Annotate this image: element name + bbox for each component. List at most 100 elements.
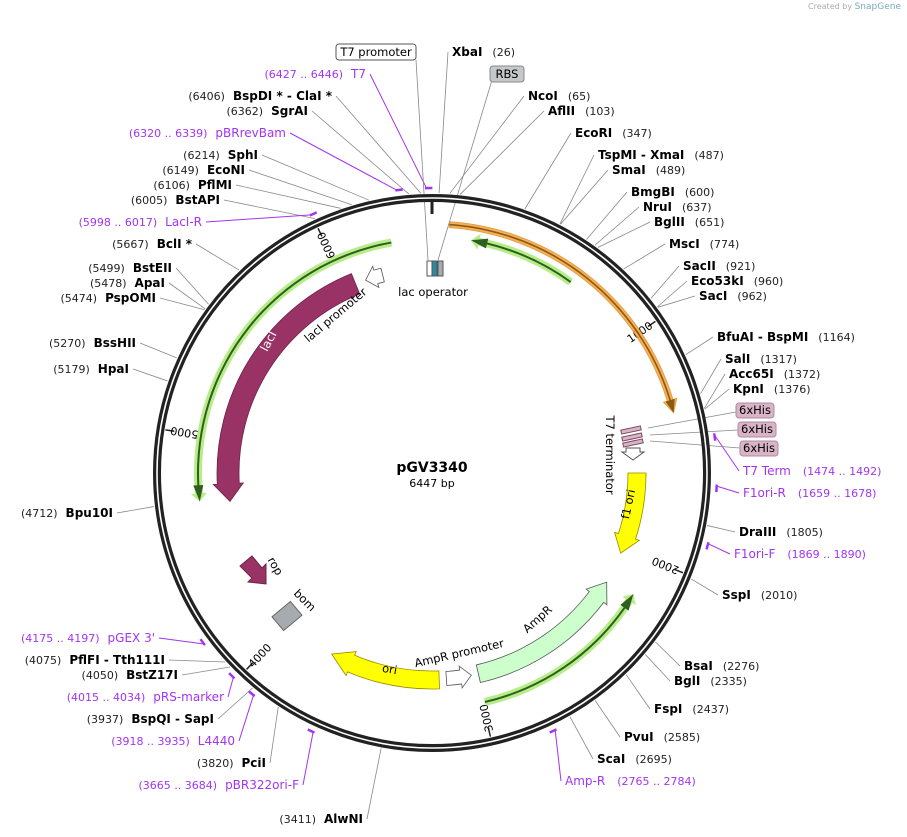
- primer-label[interactable]: Amp-R (2765 .. 2784): [565, 774, 696, 788]
- t7-promoter-box[interactable]: [335, 43, 417, 61]
- restriction-site-label[interactable]: FspI (2437): [654, 702, 729, 716]
- restriction-site-label[interactable]: DraIII (1805): [739, 525, 823, 539]
- primer-label[interactable]: (4015 .. 4034) pRS-marker: [67, 690, 224, 704]
- primer-label[interactable]: F1ori-F (1869 .. 1890): [734, 547, 866, 561]
- bom-box: [271, 600, 303, 632]
- site-position: (1376): [774, 383, 811, 396]
- site-position: (6149): [162, 164, 199, 177]
- restriction-site-label[interactable]: EcoRI (347): [575, 126, 652, 140]
- his-tag-box[interactable]: [735, 402, 775, 419]
- lac-operator-part: [437, 260, 444, 277]
- site-leader: [625, 674, 651, 710]
- restriction-site-label[interactable]: Eco53kI (960): [691, 274, 783, 288]
- restriction-site-label[interactable]: (3937) BspQI - SapI: [87, 712, 214, 726]
- restriction-site-label[interactable]: BglI (2335): [674, 674, 747, 688]
- site-name: NruI: [643, 200, 672, 214]
- site-position: (2276): [723, 660, 760, 673]
- restriction-site-label[interactable]: (5667) BclI *: [112, 237, 193, 251]
- site-leader: [586, 191, 628, 240]
- primer-label[interactable]: T7 Term (1474 .. 1492): [742, 464, 881, 478]
- primer-name: T7: [350, 67, 366, 81]
- restriction-site-label[interactable]: NcoI (65): [528, 89, 590, 103]
- snapgene-credit: Created by SnapGene: [808, 2, 901, 12]
- primer-label[interactable]: (6320 .. 6339) pBRrevBam: [129, 126, 286, 140]
- tick-label: 5000: [169, 424, 199, 441]
- site-name: BstEII: [133, 261, 172, 275]
- his-tag-box[interactable]: [739, 440, 779, 457]
- restriction-site-label[interactable]: BglII (651): [654, 215, 724, 229]
- primer-name: L4440: [198, 734, 235, 748]
- restriction-site-label[interactable]: MscI (774): [669, 237, 739, 251]
- restriction-site-label[interactable]: (4050) BstZ17I: [82, 668, 178, 682]
- primer-label[interactable]: (3918 .. 3935) L4440: [111, 734, 235, 748]
- restriction-site-label[interactable]: SacII (921): [683, 259, 755, 273]
- site-name: BclI *: [157, 237, 193, 251]
- primer-mark: [712, 433, 717, 441]
- rbs-box[interactable]: [489, 65, 525, 83]
- restriction-site-label[interactable]: PvuI (2585): [624, 730, 700, 744]
- restriction-site-label[interactable]: (5270) BssHII: [49, 336, 136, 350]
- site-leader: [560, 169, 609, 225]
- site-name: SspI: [722, 588, 751, 602]
- site-name: BmgBI: [631, 185, 675, 199]
- restriction-site-label[interactable]: XbaI (26): [452, 45, 515, 59]
- restriction-site-label[interactable]: (6214) SphI: [183, 148, 258, 162]
- his-tag-box[interactable]: [737, 421, 777, 438]
- restriction-site-label[interactable]: (3820) PciI: [197, 756, 266, 770]
- restriction-site-label[interactable]: (4075) PflFI - Tth111I: [25, 653, 165, 667]
- restriction-site-label[interactable]: BmgBI (600): [631, 185, 714, 199]
- restriction-site-label[interactable]: (6149) EcoNI: [162, 163, 245, 177]
- t7-promoter-box-leader: [415, 59, 429, 261]
- site-leader: [175, 267, 209, 305]
- restriction-site-label[interactable]: (3411) AlwNI: [279, 812, 363, 826]
- primer-leader: [369, 73, 427, 189]
- primer-label[interactable]: (3665 .. 3684) pBR322ori-F: [139, 778, 300, 792]
- restriction-site-label[interactable]: SspI (2010): [722, 588, 797, 602]
- site-position: (4050): [82, 669, 119, 682]
- site-leader: [644, 654, 671, 682]
- site-position: (921): [726, 260, 756, 273]
- site-position: (2695): [635, 753, 672, 766]
- restriction-site-label[interactable]: (6106) PflMI: [153, 178, 232, 192]
- site-leader: [569, 716, 594, 760]
- restriction-site-label[interactable]: (5478) ApaI: [90, 276, 165, 290]
- restriction-site-label[interactable]: KpnI (1376): [733, 382, 810, 396]
- restriction-site-label[interactable]: (5179) HpaI: [53, 362, 129, 376]
- tick-label: 2000: [650, 554, 681, 576]
- site-position: (487): [694, 149, 724, 162]
- primer-label[interactable]: (6427 .. 6446) T7: [264, 67, 366, 81]
- restriction-site-label[interactable]: NruI (637): [643, 200, 712, 214]
- restriction-site-label[interactable]: (6406) BspDI * - ClaI *: [188, 89, 332, 103]
- site-leader: [657, 280, 688, 308]
- t7-terminator-arrow: [620, 447, 646, 461]
- t7-terminator-part: [620, 425, 642, 435]
- restriction-site-label[interactable]: (6362) SgrAI: [227, 104, 308, 118]
- primer-label[interactable]: (5998 .. 6017) LacI-R: [79, 215, 202, 229]
- restriction-site-label[interactable]: Acc65I (1372): [729, 367, 820, 381]
- primer-leader: [716, 485, 740, 494]
- restriction-site-label[interactable]: BfuAI - BspMI (1164): [717, 330, 855, 344]
- restriction-site-label[interactable]: SmaI (489): [612, 163, 685, 177]
- site-leader: [269, 706, 279, 764]
- restriction-site-label[interactable]: ScaI (2695): [597, 752, 672, 766]
- site-name: AflII: [548, 104, 575, 118]
- restriction-site-label[interactable]: SalI (1317): [725, 352, 797, 366]
- site-position: (5667): [112, 238, 149, 251]
- site-leader: [559, 154, 595, 225]
- restriction-site-label[interactable]: (5474) PspOMI: [60, 291, 156, 305]
- laci-arrow: [212, 273, 361, 503]
- restriction-site-label[interactable]: (4712) Bpu10I: [21, 506, 113, 520]
- site-leader: [449, 95, 525, 194]
- restriction-site-label[interactable]: SacI (962): [699, 289, 767, 303]
- restriction-site-label[interactable]: AflII (103): [548, 104, 615, 118]
- site-leader: [690, 578, 719, 596]
- site-position: (4712): [21, 507, 58, 520]
- tick-mark: [647, 320, 656, 328]
- primer-label[interactable]: (4175 .. 4197) pGEX 3': [21, 631, 155, 645]
- restriction-site-label[interactable]: (5499) BstEII: [88, 261, 172, 275]
- restriction-site-label[interactable]: BsaI (2276): [684, 659, 759, 673]
- restriction-site-label[interactable]: (6005) BstAPI: [131, 193, 220, 207]
- restriction-site-label[interactable]: TspMI - XmaI (487): [598, 148, 724, 162]
- primer-label[interactable]: F1ori-R (1659 .. 1678): [743, 486, 876, 500]
